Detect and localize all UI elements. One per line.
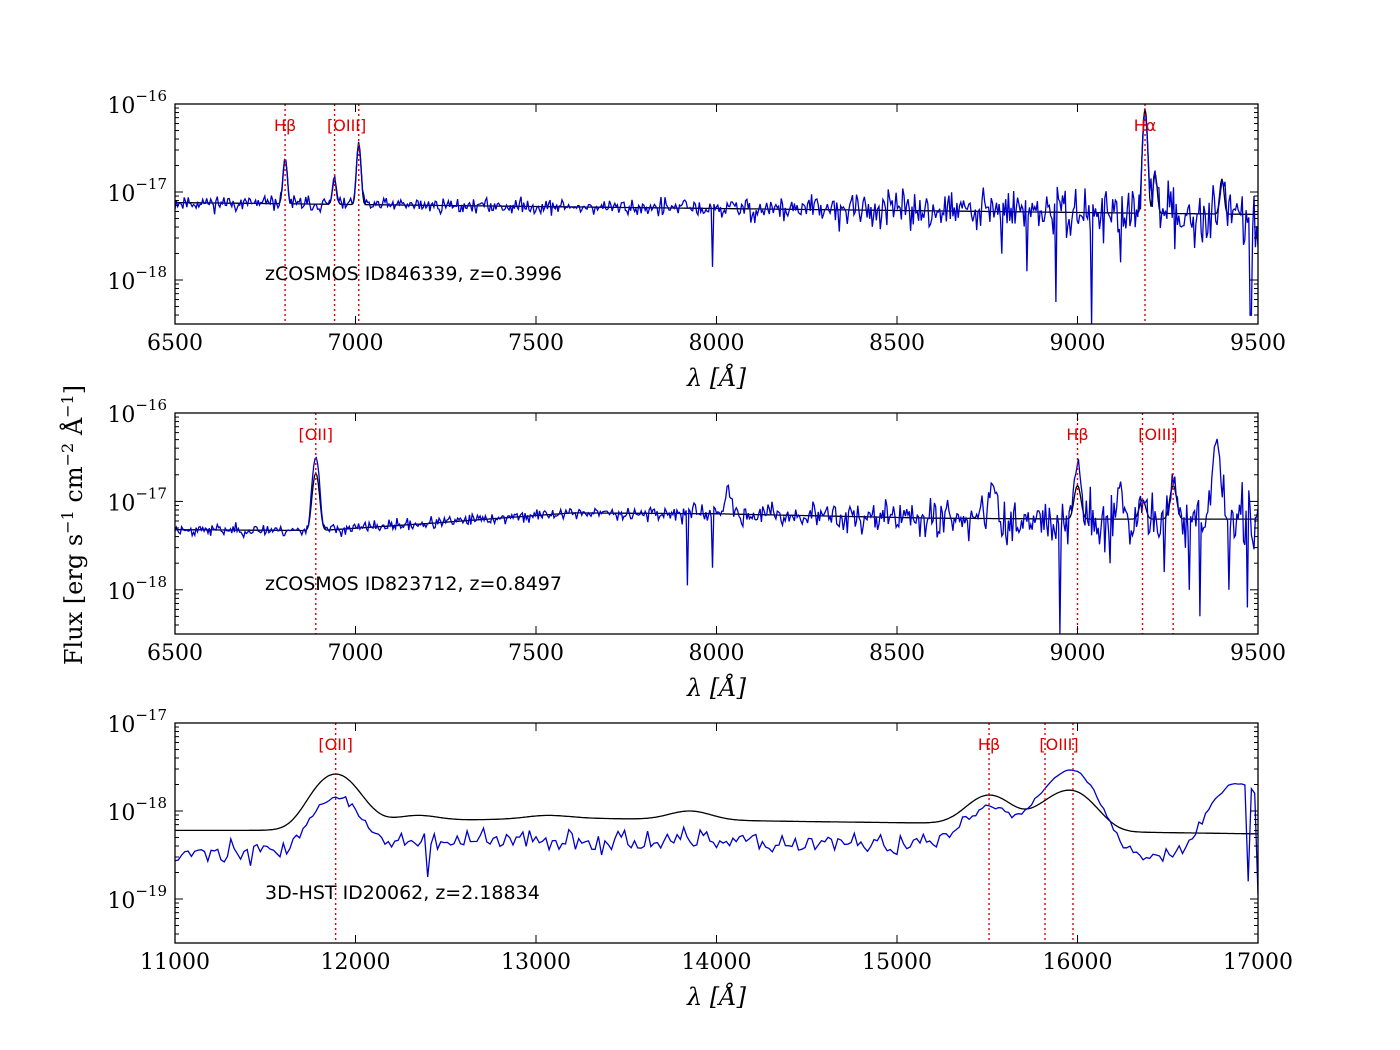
y-tick-label: 10−17 — [107, 175, 167, 207]
y-tick-label: 10−18 — [107, 794, 167, 826]
x-tick-label: 6500 — [147, 331, 203, 356]
x-tick-label: 8000 — [689, 331, 745, 356]
x-tick-label: 17000 — [1223, 950, 1293, 975]
x-tick-label: 8000 — [689, 641, 745, 666]
x-tick-label: 11000 — [140, 950, 210, 975]
shared-ylabel: Flux [erg s−1 cm−2 Å−1] — [58, 385, 88, 665]
spectrum-annotation: zCOSMOS ID823712, z=0.8497 — [265, 573, 562, 595]
y-tick-label: 10−18 — [107, 573, 167, 605]
y-tick-label: 10−17 — [107, 706, 167, 738]
axes-frame — [174, 722, 1259, 944]
x-tick-label: 9500 — [1230, 331, 1286, 356]
y-tick-label: 10−18 — [107, 263, 167, 295]
emission-line-label: Hα — [1134, 116, 1157, 135]
x-tick-label: 14000 — [682, 950, 752, 975]
y-tick-label: 10−16 — [107, 87, 167, 119]
emission-line-label: [OII] — [299, 425, 334, 444]
x-tick-label: 7500 — [508, 331, 564, 356]
x-tick-label: 9000 — [1050, 331, 1106, 356]
observed-spectrum-3 — [175, 769, 1258, 895]
x-tick-label: 6500 — [147, 641, 203, 666]
emission-line-label: Hβ — [1066, 425, 1088, 444]
panel-1: Hβ [OIII] Hα 6500 7000 7500 8000 8500 9000 9500 10… — [107, 87, 1286, 392]
panel-3: [OII] Hβ [OIII] 11000 12000 13000 14000 15000 16… — [107, 706, 1293, 1011]
x-tick-label: 9500 — [1230, 641, 1286, 666]
x-axis-label: λ [Å] — [686, 982, 747, 1011]
x-tick-label: 9000 — [1050, 641, 1106, 666]
axes-frame — [174, 103, 1259, 325]
observed-spectrum-2 — [175, 438, 1258, 634]
model-spectrum-3 — [175, 773, 1258, 835]
emission-line-label: [OIII] — [1039, 735, 1078, 754]
y-tick-label: 10−16 — [107, 396, 167, 428]
emission-line-label: [OII] — [318, 735, 353, 754]
spectrum-annotation: zCOSMOS ID846339, z=0.3996 — [265, 263, 562, 285]
observed-spectrum-1 — [175, 113, 1258, 324]
x-tick-label: 12000 — [321, 950, 391, 975]
x-tick-label: 13000 — [501, 950, 571, 975]
emission-line-label: [OIII] — [327, 116, 366, 135]
x-axis-label: λ [Å] — [686, 673, 747, 702]
x-tick-label: 7000 — [328, 641, 384, 666]
emission-line-label: Hβ — [274, 116, 296, 135]
x-tick-label: 15000 — [862, 950, 932, 975]
y-tick-label: 10−17 — [107, 484, 167, 516]
x-axis-label: λ [Å] — [686, 363, 747, 392]
x-tick-label: 8500 — [869, 641, 925, 666]
emission-line-label: Hβ — [978, 735, 1000, 754]
panel-2: [OII] Hβ [OIII] 6500 7000 7500 8000 8500 9000 950… — [107, 396, 1286, 702]
x-tick-label: 8500 — [869, 331, 925, 356]
x-tick-label: 7500 — [508, 641, 564, 666]
spectrum-annotation: 3D-HST ID20062, z=2.18834 — [265, 882, 540, 904]
y-tick-label: 10−19 — [107, 882, 167, 914]
x-tick-label: 7000 — [328, 331, 384, 356]
x-tick-label: 16000 — [1043, 950, 1113, 975]
emission-line-label: [OIII] — [1138, 425, 1177, 444]
